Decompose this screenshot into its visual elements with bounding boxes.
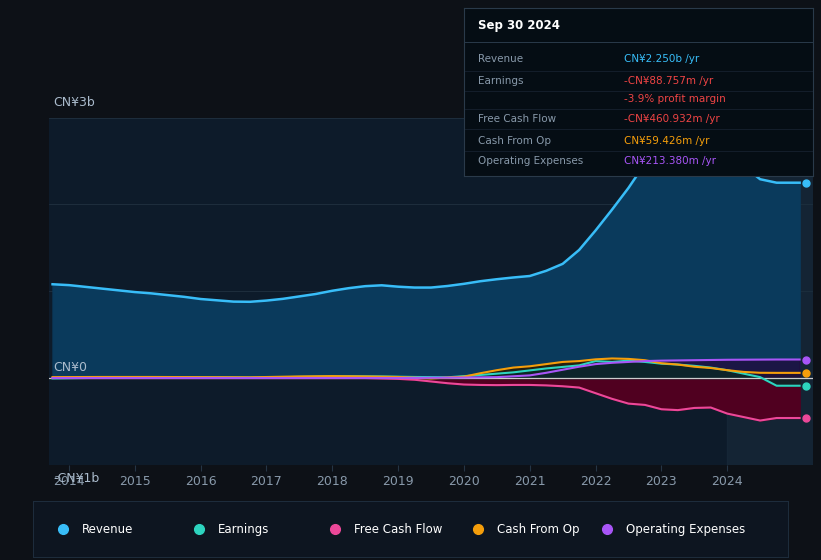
Text: Cash From Op: Cash From Op <box>498 522 580 536</box>
Text: CN¥213.380m /yr: CN¥213.380m /yr <box>624 156 717 166</box>
Text: Earnings: Earnings <box>478 76 523 86</box>
Text: CN¥2.250b /yr: CN¥2.250b /yr <box>624 54 699 64</box>
Text: -CN¥460.932m /yr: -CN¥460.932m /yr <box>624 114 720 124</box>
Text: -3.9% profit margin: -3.9% profit margin <box>624 94 726 104</box>
Text: Sep 30 2024: Sep 30 2024 <box>478 18 560 32</box>
Text: Free Cash Flow: Free Cash Flow <box>478 114 556 124</box>
Text: -CN¥1b: -CN¥1b <box>53 472 99 484</box>
Text: Earnings: Earnings <box>218 522 269 536</box>
Text: CN¥59.426m /yr: CN¥59.426m /yr <box>624 136 710 146</box>
Text: Free Cash Flow: Free Cash Flow <box>354 522 443 536</box>
Text: -CN¥88.757m /yr: -CN¥88.757m /yr <box>624 76 713 86</box>
Text: CN¥0: CN¥0 <box>53 361 87 374</box>
Text: Revenue: Revenue <box>82 522 133 536</box>
Text: Operating Expenses: Operating Expenses <box>626 522 745 536</box>
Text: Revenue: Revenue <box>478 54 523 64</box>
Text: CN¥3b: CN¥3b <box>53 96 95 109</box>
Text: Operating Expenses: Operating Expenses <box>478 156 583 166</box>
Text: Cash From Op: Cash From Op <box>478 136 551 146</box>
Bar <box>727 118 813 465</box>
